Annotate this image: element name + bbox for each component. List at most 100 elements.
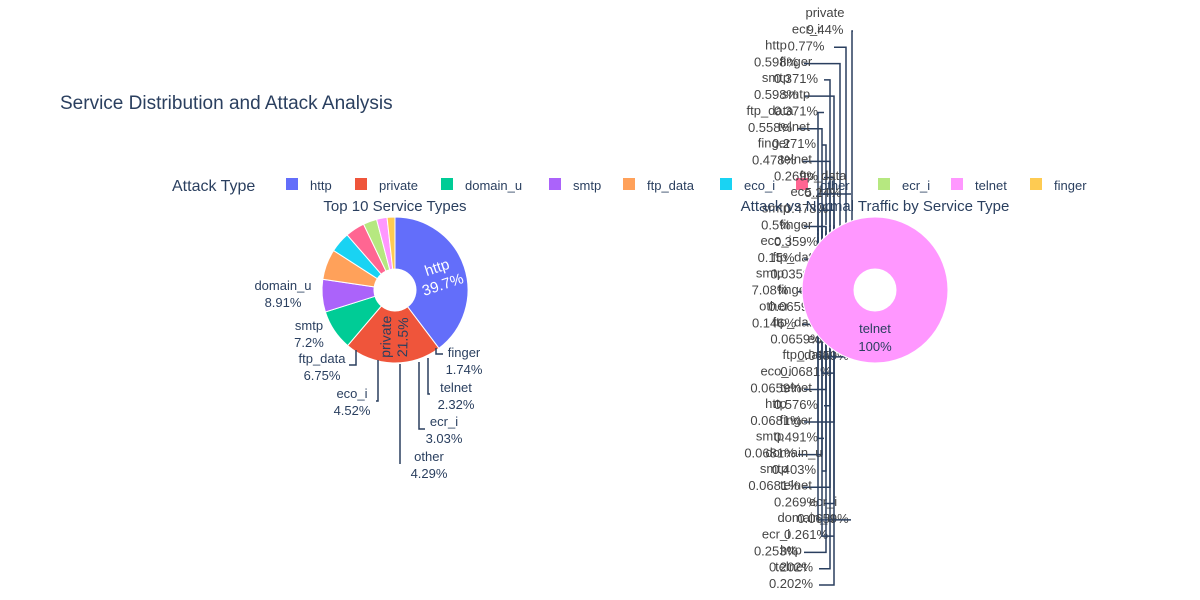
legend-label-ftp-data[interactable]: ftp_data (647, 178, 695, 193)
legend-swatch-domain-u[interactable] (441, 178, 453, 190)
pie2-outside-percent-http: 0.202% (769, 560, 814, 575)
pie2-outside-percent-telnet: 0.576% (774, 397, 819, 412)
pie1-label-other: other (414, 449, 444, 464)
pie1-slice-private[interactable] (346, 305, 440, 364)
pie2-outside-percent-domain-u: 0.403% (772, 462, 817, 477)
pie1-label-ftp-data: ftp_data (299, 351, 347, 366)
pie2-outside-name-telnet: telnet (778, 119, 810, 134)
pie2-outside-percent-ftp-data: 0.0681% (780, 364, 832, 379)
pie2-outside-label-18: other 0.146% (752, 233, 831, 330)
pie1-leader-eco-i (376, 360, 379, 402)
pie2-outside-leader (834, 46, 847, 227)
dense-label-cluster: private9.44%ecr_i0.77%http0.598%finger0.… (744, 5, 853, 591)
pie1-percent-finger: 1.74% (446, 362, 483, 377)
pie1-slice-http[interactable] (394, 216, 469, 349)
pie1-percent-private: 21.5% (394, 317, 411, 357)
pie2-outside-name-telnet: telnet (780, 380, 812, 395)
legend-label-domain-u[interactable]: domain_u (465, 178, 522, 193)
legend-label-ecr-i[interactable]: ecr_i (902, 178, 930, 193)
legend-swatch-http[interactable] (286, 178, 298, 190)
pie2-outside-percent-finger: 0.478% (752, 152, 797, 167)
pie2-outside-name-smtp: smtp (760, 461, 788, 476)
legend-swatch-private[interactable] (355, 178, 367, 190)
pie1-inside-label-private: private 21.5% (377, 315, 411, 358)
pie2-outside-percent-smtp: 0.598% (754, 87, 799, 102)
pie2-outside-percent-smtp: 0.0681% (748, 478, 800, 493)
pie1-label-private: private (377, 315, 394, 358)
pie2-outside-label-1: ecr_i 0.77% (788, 21, 847, 227)
pie2-outside-name-eco-i: eco_i (760, 363, 791, 378)
pie2-outside-percent-smtp: 0.5% (761, 218, 791, 233)
pie1-label-finger: finger (448, 345, 481, 360)
pie1-slice-finger[interactable] (386, 216, 396, 270)
pie1-title: Top 10 Service Types (323, 198, 466, 215)
pie2-outside-name-smtp: smtp (782, 86, 810, 101)
pie2-outside-name-ecr-i: ecr_i (809, 494, 837, 509)
pie1-leader-telnet (427, 358, 430, 395)
pie1-label-ecr-i: ecr_i (430, 414, 458, 429)
pie-attack-vs-normal: telnet 100% Attack vs Normal Traffic by Se… (741, 198, 1009, 364)
legend-swatch-telnet[interactable] (951, 178, 963, 190)
pie2-outside-leader (822, 144, 827, 225)
pie1-label-eco-i: eco_i (336, 386, 367, 401)
pie2-outside-percent-ecr-i: 0.0659% (797, 511, 849, 526)
pie2-outside-name-domain-u: domain_u (765, 445, 822, 460)
pie2-outside-percent-telnet: 0.269% (774, 495, 819, 510)
pie2-outside-leader (819, 237, 835, 586)
pie2-outside-name-http: http (780, 543, 802, 558)
pie1-label-telnet: telnet (440, 380, 472, 395)
pie2-outside-percent-ecr-i: 0.253% (754, 543, 799, 558)
legend-label-other[interactable]: other (820, 178, 850, 193)
pie2-outside-leader (824, 176, 835, 229)
pie2-outside-percent-finger: 0.359% (774, 234, 819, 249)
pie2-outside-name-smtp: smtp (762, 201, 790, 216)
pie2-outside-name-http: http (765, 38, 787, 53)
pie2-outside-label-11: eco_i 0.478% (784, 184, 834, 233)
pie2-outside-name-ecr-i: ecr_i (762, 526, 790, 541)
pie2-outside-label-10: ftp_data 5.24% (800, 168, 851, 231)
pie2-outside-label-6: ftp_data 0.558% (747, 103, 823, 237)
legend-swatch-ftp-data[interactable] (623, 178, 635, 190)
pie2-outside-name-other: other (759, 298, 789, 313)
legend-label-telnet[interactable]: telnet (975, 178, 1007, 193)
legend-title: Attack Type (172, 178, 255, 195)
pie2-outside-label-13: finger 0.359% (774, 217, 831, 249)
legend-label-eco-i[interactable]: eco_i (744, 178, 775, 193)
pie2-outside-name-finger: finger (780, 217, 813, 232)
pie2-outside-percent-smtp: 0.0681% (744, 446, 796, 461)
legend-label-smtp[interactable]: smtp (573, 178, 601, 193)
pie1-percent-other: 4.29% (411, 466, 448, 481)
pie1-label-domain-u: domain_u (254, 278, 311, 293)
pie2-outside-name-telnet: telnet (775, 559, 807, 574)
pie2-outside-leader (851, 30, 853, 225)
pie1-leader-ecr-i (418, 362, 425, 430)
pie2-outside-leader (802, 160, 831, 227)
legend-swatch-finger[interactable] (1030, 178, 1042, 190)
pie1-leader-finger (435, 348, 443, 355)
legend-label-http[interactable]: http (310, 178, 332, 193)
pie2-outside-name-ftp-data: ftp_data (800, 168, 848, 183)
pie1-percent-ftp-data: 6.75% (304, 368, 341, 383)
legend-swatch-ecr-i[interactable] (878, 178, 890, 190)
pie2-outside-name-http: http (765, 396, 787, 411)
pie2-label-telnet: telnet (859, 321, 891, 336)
legend-swatch-smtp[interactable] (549, 178, 561, 190)
pie2-percent-telnet: 100% (858, 339, 892, 354)
legend-swatch-other[interactable] (796, 178, 808, 190)
pie2-outside-percent-ftp-data: 0.0659% (770, 332, 822, 347)
pie2-outside-percent-ftp-data: 5.24% (805, 185, 842, 200)
pie2-outside-percent-domain-u: 0.261% (784, 527, 829, 542)
legend-swatch-eco-i[interactable] (720, 178, 732, 190)
pie2-outside-name-telnet: telnet (780, 152, 812, 167)
pie2-outside-percent-ecr-i: 0.77% (788, 38, 825, 53)
pie2-outside-name-smtp: smtp (756, 266, 784, 281)
legend-label-private[interactable]: private (379, 178, 418, 193)
legend-label-finger[interactable]: finger (1054, 178, 1087, 193)
pie2-outside-percent-smtp: 0.371% (774, 103, 819, 118)
pie1-percent-smtp: 7.2% (294, 335, 324, 350)
pie2-outside-leader (804, 62, 841, 229)
pie2-slice-telnet[interactable] (801, 216, 949, 364)
pie2-outside-leader (817, 193, 851, 231)
pie2-outside-name-ftp-data: ftp_data (783, 347, 831, 362)
